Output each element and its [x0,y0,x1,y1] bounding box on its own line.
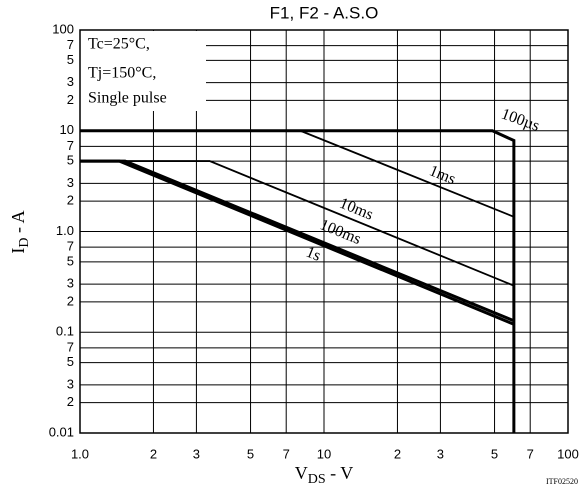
annotation: Tj=150°C, [88,65,156,82]
y-tick-label: 3 [67,175,74,190]
x-tick-label: 5 [247,446,254,461]
x-tick-label: 3 [193,446,200,461]
x-label-main: V [295,463,308,483]
plot-frame [79,29,569,434]
x-tick-label: 3 [437,446,444,461]
y-tick-label: 0.01 [49,424,74,439]
curves [80,129,516,433]
y-tick-label: 0.1 [56,324,74,339]
curve [300,129,515,218]
curve [80,129,516,433]
x-tick-label: 1.0 [71,446,89,461]
x-tick-label: 10 [317,446,331,461]
y-tick-label: 5 [67,253,74,268]
y-tick-label: 3 [67,74,74,89]
x-tick-label: 5 [491,446,498,461]
curve [80,159,515,326]
y-label-sub: D [17,237,32,247]
y-tick-label: 3 [67,376,74,391]
footnote: ITF02520 [546,477,578,486]
x-tick-label: 2 [150,446,157,461]
y-tick-label: 2 [67,193,74,208]
y-tick-label: 2 [67,92,74,107]
y-tick-label: 7 [67,37,74,52]
y-label-unit: - A [8,210,28,237]
y-tick-label: 2 [67,293,74,308]
y-tick-label: 1.0 [56,223,74,238]
chart-title: F1, F2 - A.S.O [270,3,379,22]
x-tick-label: 100 [557,446,579,461]
tick-labels: 1.0 2 3 5 7 10 2 3 5 7 10010075321075321.075320.17… [49,21,579,461]
x-tick-label: 7 [283,446,290,461]
y-tick-label: 5 [67,354,74,369]
y-tick-label: 2 [67,394,74,409]
annotation: Single pulse [88,90,167,107]
y-tick-label: 3 [67,276,74,291]
y-tick-label: 5 [67,153,74,168]
x-tick-label: 2 [394,446,401,461]
y-tick-label: 7 [67,339,74,354]
x-label-sub: DS [308,472,326,487]
x-axis-label: VDS - V [295,463,354,487]
y-tick-label: 10 [60,122,74,137]
annotation: Tc=25°C, [88,36,150,53]
y-tick-label: 100 [52,21,74,36]
y-tick-label: 7 [67,138,74,153]
curve-label: 1s [304,244,324,265]
x-label-unit: - V [326,463,354,483]
x-tick-label: 7 [527,446,534,461]
y-tick-label: 5 [67,52,74,67]
annotation-box [78,31,206,111]
y-label-main: I [8,248,28,254]
y-axis-label: ID - A [8,210,32,253]
y-tick-label: 7 [67,239,74,254]
